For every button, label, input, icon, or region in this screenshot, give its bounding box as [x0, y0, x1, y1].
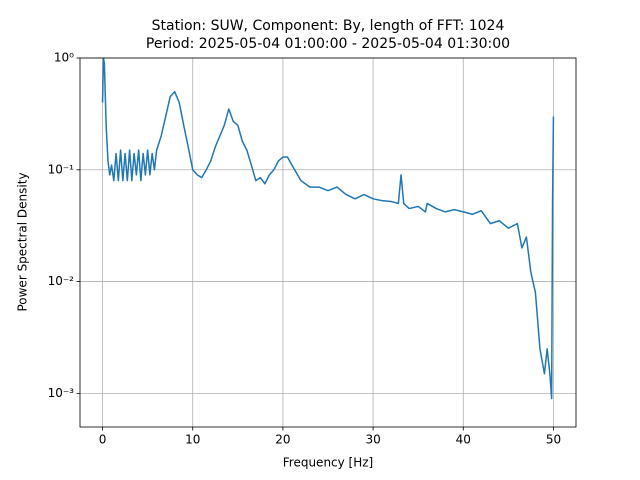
chart-title: Station: SUW, Component: By, length of F…: [152, 18, 505, 34]
x-tick-label: 0: [99, 433, 107, 447]
x-axis-label: Frequency [Hz]: [283, 456, 374, 470]
y-tick-label: 10⁻³: [48, 386, 75, 400]
data-line: [101, 58, 555, 400]
plot-frame: [79, 57, 577, 428]
x-tick-label: 50: [546, 433, 561, 447]
y-tick-label: 10⁰: [54, 51, 74, 65]
x-tick-label: 10: [185, 433, 200, 447]
chart-subtitle: Period: 2025-05-04 01:00:00 - 2025-05-04…: [146, 36, 510, 52]
y-tick-label: 10⁻²: [48, 274, 75, 288]
x-tick-label: 30: [365, 433, 380, 447]
y-axis-label: Power Spectral Density: [16, 172, 30, 311]
x-tick-label: 40: [456, 433, 471, 447]
x-tick-label: 20: [275, 433, 290, 447]
y-tick-label: 10⁻¹: [48, 162, 75, 176]
